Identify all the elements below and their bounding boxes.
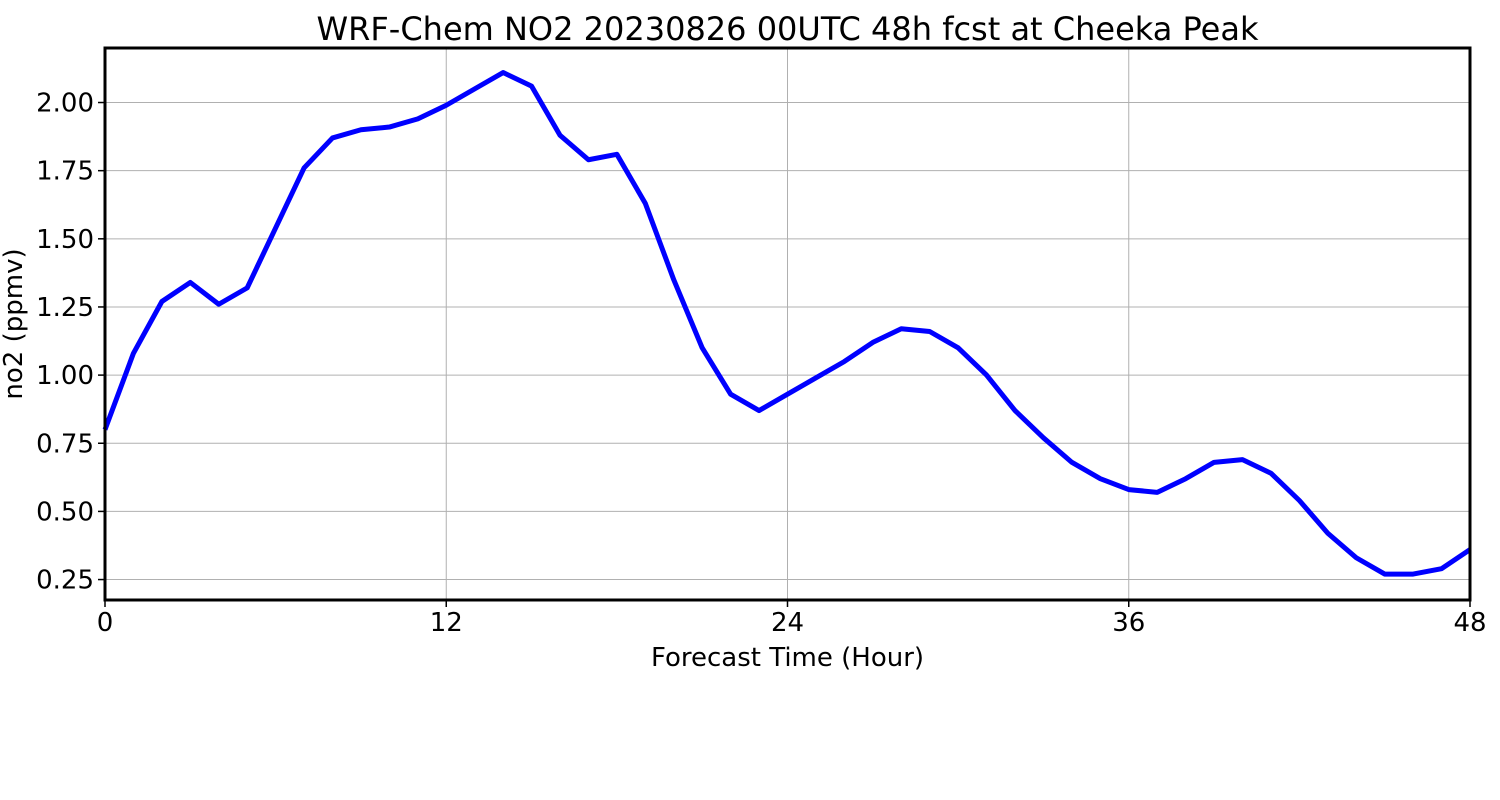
chart-title: WRF-Chem NO2 20230826 00UTC 48h fcst at … (317, 10, 1259, 48)
x-tick-label: 36 (1112, 608, 1145, 638)
grid-layer (104, 48, 1471, 600)
y-tick-label: 0.50 (36, 497, 94, 527)
x-axis-label: Forecast Time (Hour) (651, 643, 924, 673)
y-tick-label: 2.00 (36, 89, 94, 119)
series-line (102, 70, 1472, 577)
y-tick-label: 0.75 (36, 429, 94, 459)
y-axis-label: no2 (ppmv) (0, 248, 29, 399)
y-tick-label: 1.25 (36, 293, 94, 323)
y-tick-label: 0.25 (36, 566, 94, 596)
series-layer (102, 70, 1472, 577)
x-tick-label: 48 (1453, 608, 1486, 638)
y-tick-label: 1.75 (36, 157, 94, 187)
plot-frame (103, 46, 1472, 602)
y-tick-label: 1.50 (36, 225, 94, 255)
x-tick-label: 12 (430, 608, 463, 638)
x-tick-label: 0 (97, 608, 114, 638)
x-tick-label: 24 (771, 608, 804, 638)
y-tick-label: 1.00 (36, 361, 94, 391)
tick-layer: 0 12 24 36 48 0.25 0.50 0.75 1.00 1.25 1.50 1.75 2.0… (36, 89, 1486, 638)
